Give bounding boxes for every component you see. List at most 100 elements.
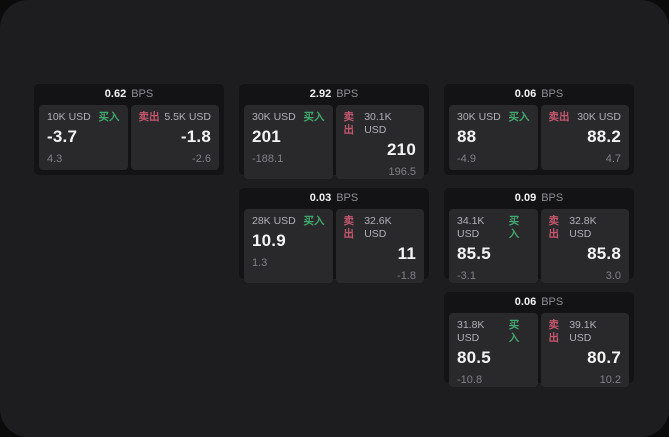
buy-side-label: 买入 xyxy=(303,215,325,227)
buy-side-label: 买入 xyxy=(508,111,530,123)
sell-amount: 30.1K USD xyxy=(364,111,392,136)
quote-panels: 34.1K USD 买入 85.5 -3.1 卖出 32.8K USD 85.8… xyxy=(444,209,634,288)
buy-price: 85.5 xyxy=(457,244,491,263)
sell-price: 210 xyxy=(387,140,416,159)
buy-sub-value: -10.8 xyxy=(457,374,483,386)
sell-panel[interactable]: 卖出 5.5K USD -1.8 -2.6 xyxy=(130,105,219,170)
sell-sub-value: -2.6 xyxy=(192,153,211,165)
quote-card: 0.06 BPS 31.8K USD 买入 80.5 -10.8 卖出 39.1… xyxy=(444,292,634,387)
sell-panel-top: 卖出 30K USD xyxy=(549,111,622,124)
sell-panel-top: 卖出 30.1K USD xyxy=(344,111,417,137)
card-header: 0.06 BPS xyxy=(444,84,634,105)
quote-card: 0.09 BPS 34.1K USD 买入 85.5 -3.1 卖出 32.8K… xyxy=(444,188,634,283)
buy-panel-top: 31.8K USD 买入 xyxy=(457,319,530,345)
card-header: 0.62 BPS xyxy=(34,84,224,105)
buy-side-label: 买入 xyxy=(98,111,120,123)
sell-side-label: 卖出 xyxy=(548,215,560,240)
bps-value: 0.06 xyxy=(514,296,537,308)
bps-unit-label: BPS xyxy=(541,296,564,308)
buy-sub-value: 4.3 xyxy=(47,153,63,165)
sell-price: 85.8 xyxy=(587,244,621,263)
sell-panel-top: 卖出 39.1K USD xyxy=(549,319,622,345)
buy-panel-top: 10K USD 买入 xyxy=(47,111,120,124)
sell-amount: 5.5K USD xyxy=(164,111,211,123)
quote-card: 0.03 BPS 28K USD 买入 10.9 1.3 卖出 32.6K US… xyxy=(239,188,429,283)
buy-sub-value: 1.3 xyxy=(252,257,268,269)
sell-panel[interactable]: 卖出 30.1K USD 210 196.5 xyxy=(335,105,424,179)
sell-panel[interactable]: 卖出 30K USD 88.2 4.7 xyxy=(540,105,629,170)
buy-panel-top: 28K USD 买入 xyxy=(252,215,325,228)
bps-unit-label: BPS xyxy=(336,88,359,100)
buy-panel[interactable]: 10K USD 买入 -3.7 4.3 xyxy=(39,105,128,170)
buy-panel[interactable]: 31.8K USD 买入 80.5 -10.8 xyxy=(449,313,538,387)
quote-panels: 10K USD 买入 -3.7 4.3 卖出 5.5K USD -1.8 -2.… xyxy=(34,105,224,175)
sell-amount: 32.8K USD xyxy=(569,215,597,240)
buy-panel[interactable]: 34.1K USD 买入 85.5 -3.1 xyxy=(449,209,538,283)
sell-sub-value: 3.0 xyxy=(605,270,621,282)
sell-panel[interactable]: 卖出 39.1K USD 80.7 10.2 xyxy=(540,313,629,387)
quote-card: 0.62 BPS 10K USD 买入 -3.7 4.3 卖出 5.5K USD… xyxy=(34,84,224,175)
quote-panels: 31.8K USD 买入 80.5 -10.8 卖出 39.1K USD 80.… xyxy=(444,313,634,392)
buy-price: 10.9 xyxy=(252,231,286,250)
quote-card: 0.06 BPS 30K USD 买入 88 -4.9 卖出 30K USD 8… xyxy=(444,84,634,175)
bps-value: 0.03 xyxy=(309,192,332,204)
buy-sub-value: -188.1 xyxy=(252,153,284,165)
sell-amount: 39.1K USD xyxy=(569,319,597,344)
bps-unit-label: BPS xyxy=(336,192,359,204)
sell-panel-top: 卖出 5.5K USD xyxy=(139,111,212,124)
buy-panel-top: 34.1K USD 买入 xyxy=(457,215,530,241)
quote-panels: 30K USD 买入 201 -188.1 卖出 30.1K USD 210 1… xyxy=(239,105,429,184)
card-header: 0.09 BPS xyxy=(444,188,634,209)
bps-value: 2.92 xyxy=(309,88,332,100)
sell-price: 11 xyxy=(397,244,416,263)
sell-amount: 30K USD xyxy=(577,111,621,123)
sell-sub-value: 10.2 xyxy=(599,374,621,386)
sell-sub-value: 4.7 xyxy=(605,153,621,165)
buy-amount: 31.8K USD xyxy=(457,319,485,344)
sell-sub-value: -1.8 xyxy=(397,270,416,282)
sell-panel-top: 卖出 32.8K USD xyxy=(549,215,622,241)
sell-side-label: 卖出 xyxy=(343,215,355,240)
sell-price: 88.2 xyxy=(587,127,621,146)
sell-panel[interactable]: 卖出 32.6K USD 11 -1.8 xyxy=(335,209,424,283)
buy-panel-top: 30K USD 买入 xyxy=(457,111,530,124)
buy-amount: 30K USD xyxy=(457,111,501,123)
sell-panel[interactable]: 卖出 32.8K USD 85.8 3.0 xyxy=(540,209,629,283)
buy-panel[interactable]: 30K USD 买入 88 -4.9 xyxy=(449,105,538,170)
buy-amount: 30K USD xyxy=(252,111,296,123)
bps-value: 0.06 xyxy=(514,88,537,100)
buy-sub-value: -3.1 xyxy=(457,270,476,282)
buy-amount: 28K USD xyxy=(252,215,296,227)
buy-side-label: 买入 xyxy=(508,215,520,240)
quote-panels: 28K USD 买入 10.9 1.3 卖出 32.6K USD 11 -1.8 xyxy=(239,209,429,288)
buy-price: 80.5 xyxy=(457,348,491,367)
bps-value: 0.09 xyxy=(514,192,537,204)
quote-card: 2.92 BPS 30K USD 买入 201 -188.1 卖出 30.1K … xyxy=(239,84,429,179)
sell-side-label: 卖出 xyxy=(343,111,355,136)
buy-price: 88 xyxy=(457,127,477,146)
quote-panels: 30K USD 买入 88 -4.9 卖出 30K USD 88.2 4.7 xyxy=(444,105,634,175)
buy-panel-top: 30K USD 买入 xyxy=(252,111,325,124)
buy-panel[interactable]: 28K USD 买入 10.9 1.3 xyxy=(244,209,333,283)
sell-amount: 32.6K USD xyxy=(364,215,392,240)
buy-price: 201 xyxy=(252,127,281,146)
card-header: 2.92 BPS xyxy=(239,84,429,105)
buy-side-label: 买入 xyxy=(508,319,520,344)
bps-unit-label: BPS xyxy=(541,88,564,100)
buy-amount: 34.1K USD xyxy=(457,215,485,240)
sell-side-label: 卖出 xyxy=(548,111,570,123)
sell-price: -1.8 xyxy=(180,127,211,146)
bps-unit-label: BPS xyxy=(131,88,154,100)
sell-sub-value: 196.5 xyxy=(388,166,416,178)
buy-price: -3.7 xyxy=(47,127,78,146)
buy-amount: 10K USD xyxy=(47,111,91,123)
buy-side-label: 买入 xyxy=(303,111,325,123)
card-header: 0.06 BPS xyxy=(444,292,634,313)
bps-value: 0.62 xyxy=(104,88,127,100)
buy-sub-value: -4.9 xyxy=(457,153,476,165)
buy-panel[interactable]: 30K USD 买入 201 -188.1 xyxy=(244,105,333,179)
sell-price: 80.7 xyxy=(587,348,621,367)
sell-panel-top: 卖出 32.6K USD xyxy=(344,215,417,241)
